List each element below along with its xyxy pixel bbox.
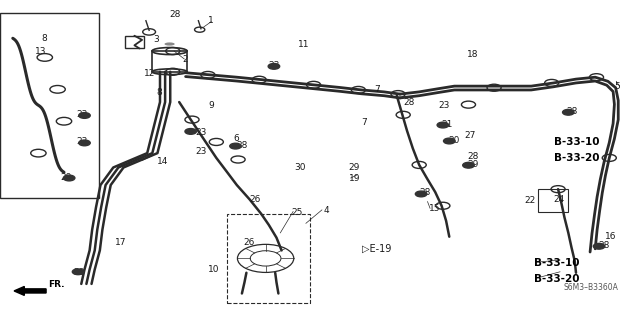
Text: 15: 15: [429, 204, 440, 213]
Text: 26: 26: [243, 238, 255, 247]
Text: 7: 7: [362, 118, 367, 127]
Text: 28: 28: [170, 10, 181, 19]
Circle shape: [230, 143, 241, 149]
Text: 28: 28: [419, 189, 431, 197]
Bar: [538, 189, 568, 212]
Text: 17: 17: [115, 238, 127, 247]
Text: 14: 14: [157, 157, 168, 166]
Text: S6M3–B3360A: S6M3–B3360A: [563, 283, 618, 292]
Text: 6: 6: [234, 134, 239, 143]
Text: 23: 23: [77, 137, 88, 146]
Text: 16: 16: [605, 232, 616, 241]
Circle shape: [63, 175, 75, 181]
Text: 13: 13: [35, 47, 47, 56]
Circle shape: [185, 129, 196, 134]
Text: 5: 5: [614, 82, 620, 91]
Text: 29: 29: [61, 173, 72, 182]
Text: 8: 8: [157, 88, 163, 97]
Text: 18: 18: [467, 50, 479, 59]
Text: 29: 29: [467, 160, 479, 169]
Text: 12: 12: [144, 69, 156, 78]
Text: 29: 29: [74, 268, 85, 277]
Text: 7: 7: [374, 85, 380, 94]
Circle shape: [415, 191, 427, 197]
Circle shape: [79, 140, 90, 146]
Text: 2: 2: [182, 55, 188, 63]
Text: 28: 28: [467, 152, 479, 161]
Text: B-33-10: B-33-10: [534, 258, 580, 268]
Text: ▷E-19: ▷E-19: [362, 244, 391, 254]
Text: B-33-10: B-33-10: [554, 137, 599, 147]
Text: 25: 25: [291, 208, 303, 217]
Text: 28: 28: [566, 107, 578, 116]
Text: 8: 8: [42, 34, 47, 43]
Text: 24: 24: [554, 195, 565, 204]
Text: 1: 1: [208, 16, 214, 25]
Circle shape: [72, 269, 84, 275]
Text: 19: 19: [349, 174, 360, 183]
Text: 23: 23: [77, 110, 88, 119]
Text: 4: 4: [323, 206, 329, 215]
Text: 21: 21: [442, 120, 453, 129]
Text: 9: 9: [208, 101, 214, 110]
Text: 29: 29: [349, 163, 360, 172]
Text: 27: 27: [464, 131, 476, 140]
Text: FR.: FR.: [48, 280, 65, 289]
Text: 26: 26: [250, 195, 261, 204]
Circle shape: [463, 162, 474, 168]
Text: 28: 28: [237, 141, 248, 150]
Bar: [125, 36, 144, 48]
Text: 3: 3: [154, 35, 159, 44]
Text: 28: 28: [403, 98, 415, 107]
FancyArrow shape: [14, 286, 46, 295]
Text: B-33-20: B-33-20: [534, 274, 580, 284]
Circle shape: [563, 109, 574, 115]
Ellipse shape: [164, 42, 175, 46]
Circle shape: [593, 243, 605, 249]
Bar: [152, 51, 188, 72]
Text: 28: 28: [598, 241, 610, 250]
Bar: [0, 13, 99, 198]
Text: 20: 20: [448, 136, 460, 145]
Circle shape: [437, 122, 449, 128]
Text: 23: 23: [195, 147, 207, 156]
Text: B-33-20: B-33-20: [554, 153, 599, 163]
Circle shape: [444, 138, 455, 144]
Text: 23: 23: [195, 128, 207, 137]
Circle shape: [268, 63, 280, 69]
Text: 23: 23: [438, 101, 450, 110]
Bar: [227, 214, 310, 303]
Circle shape: [79, 113, 90, 118]
Text: 22: 22: [525, 197, 536, 205]
Text: 11: 11: [298, 40, 309, 49]
Text: 23: 23: [269, 61, 280, 70]
Text: 30: 30: [294, 163, 306, 172]
Text: 10: 10: [208, 265, 220, 274]
